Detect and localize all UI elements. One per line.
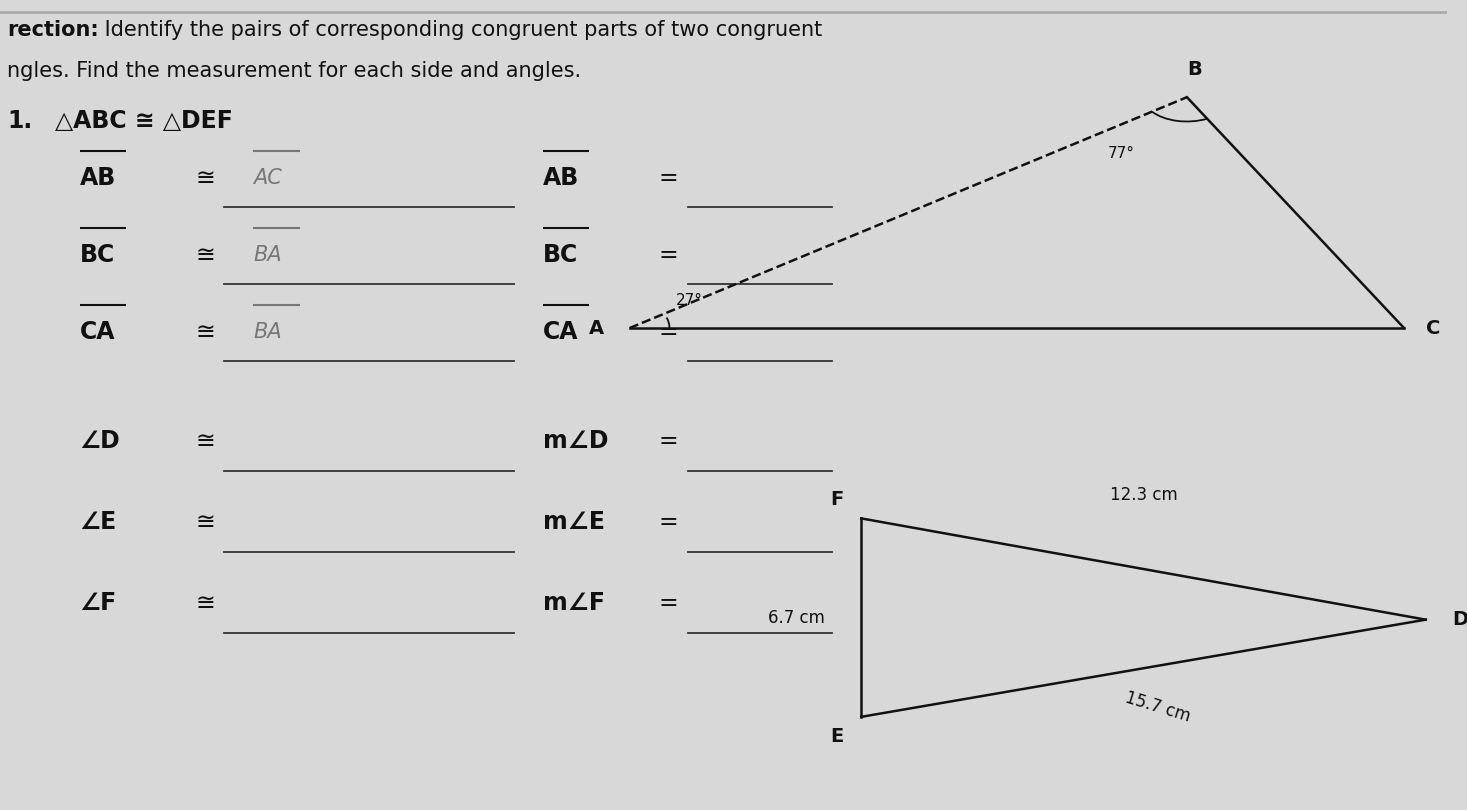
Text: A: A [588,318,603,338]
Text: ≅: ≅ [195,320,216,344]
Text: F: F [830,490,844,509]
Text: rection:: rection: [7,20,98,40]
Text: AB: AB [79,166,116,190]
Text: =: = [659,510,678,535]
Text: m∠E: m∠E [543,510,604,535]
Text: 12.3 cm: 12.3 cm [1109,486,1178,504]
Text: CA: CA [79,320,114,344]
Text: ≅: ≅ [195,166,216,190]
Text: CA: CA [543,320,578,344]
Text: BA: BA [254,245,282,265]
Text: 6.7 cm: 6.7 cm [769,608,824,627]
Text: ngles. Find the measurement for each side and angles.: ngles. Find the measurement for each sid… [7,61,581,81]
Text: ≅: ≅ [195,510,216,535]
Text: =: = [659,243,678,267]
Text: ∠F: ∠F [79,591,117,616]
Text: ≅: ≅ [195,591,216,616]
Text: =: = [659,591,678,616]
Text: BC: BC [79,243,114,267]
Text: BC: BC [543,243,578,267]
Text: 15.7 cm: 15.7 cm [1124,688,1193,726]
Text: C: C [1426,318,1441,338]
Text: ≅: ≅ [195,243,216,267]
Text: AC: AC [254,168,282,188]
Text: Identify the pairs of corresponding congruent parts of two congruent: Identify the pairs of corresponding cong… [98,20,823,40]
Text: =: = [659,320,678,344]
Text: E: E [830,727,844,745]
Text: D: D [1452,610,1467,629]
Text: ∠E: ∠E [79,510,117,535]
Text: 1.: 1. [7,109,32,134]
Text: =: = [659,166,678,190]
Text: 27°: 27° [676,292,703,308]
Text: ≅: ≅ [195,429,216,454]
Text: ∠D: ∠D [79,429,120,454]
Text: =: = [659,429,678,454]
Text: m∠D: m∠D [543,429,609,454]
Text: 77°: 77° [1108,146,1134,161]
Text: m∠F: m∠F [543,591,604,616]
Text: BA: BA [254,322,282,342]
Text: △ABC ≅ △DEF: △ABC ≅ △DEF [54,109,233,134]
Text: B: B [1187,61,1201,79]
Text: AB: AB [543,166,579,190]
